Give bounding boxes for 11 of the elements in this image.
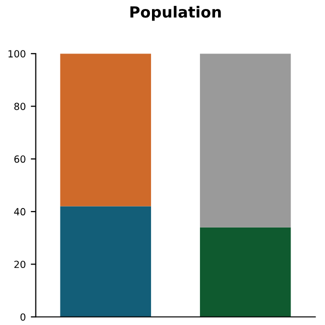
bar xyxy=(60,206,152,317)
bar xyxy=(60,54,152,206)
bar xyxy=(200,227,291,317)
chart-title: Population xyxy=(130,6,221,21)
y-tick-label: 60 xyxy=(14,155,26,163)
y-tick-label: 0 xyxy=(20,313,26,321)
y-tick-label: 40 xyxy=(14,208,26,216)
bar xyxy=(200,54,291,228)
y-tick-label: 20 xyxy=(14,260,26,268)
y-tick-label: 80 xyxy=(14,102,26,110)
y-tick-label: 100 xyxy=(8,50,26,58)
